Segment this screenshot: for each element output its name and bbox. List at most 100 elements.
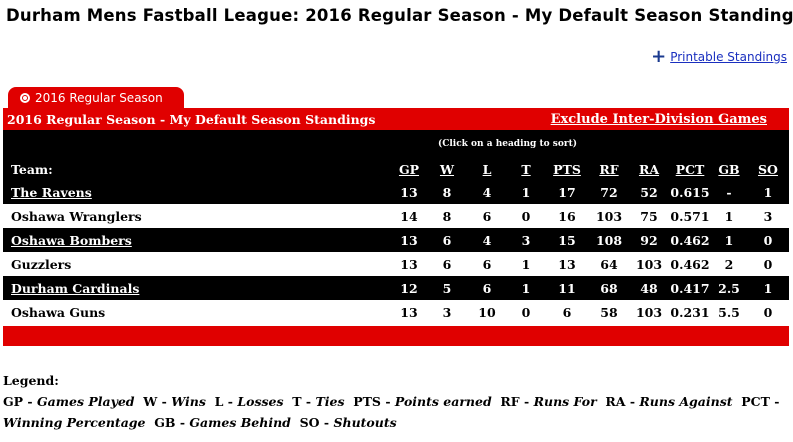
cell-l: 4 [482, 184, 492, 200]
cell-l: 6 [482, 208, 492, 224]
cell-rf: 64 [600, 256, 618, 272]
legend: Legend: GP - Games Played W - Wins L - L… [3, 370, 783, 433]
cell-t: 1 [521, 184, 531, 200]
cell-pct: 0.231 [670, 304, 710, 320]
cell-rf: 103 [595, 208, 623, 224]
cell-so: 1 [763, 280, 773, 296]
column-header-gb[interactable]: GB [718, 161, 740, 177]
standings-footer-bar [3, 326, 789, 346]
column-header-t[interactable]: T [521, 161, 531, 177]
column-header-pts[interactable]: PTS [553, 161, 581, 177]
cell-ra: 103 [635, 304, 663, 320]
table-row: Durham Cardinals 12 5 6 1 11 68 48 0.417… [3, 276, 789, 300]
cell-w: 8 [442, 208, 452, 224]
standings-panel: 2016 Regular Season - My Default Season … [3, 108, 789, 346]
cell-gb: 2 [724, 256, 734, 272]
column-header-l[interactable]: L [482, 161, 492, 177]
cell-rf: 72 [600, 184, 618, 200]
table-header-row: Team: GP W L T PTS RF RA PCT GB SO [3, 158, 789, 180]
cell-gb: 2.5 [718, 280, 740, 296]
cell-gb: 1 [724, 208, 734, 224]
cell-so: 1 [763, 184, 773, 200]
column-header-w[interactable]: W [439, 161, 455, 177]
cell-pts: 15 [558, 232, 576, 248]
cell-pct: 0.462 [670, 232, 710, 248]
ball-icon [20, 93, 30, 103]
page-title: Durham Mens Fastball League: 2016 Regula… [6, 6, 793, 25]
cell-pts: 16 [558, 208, 576, 224]
cell-l: 6 [482, 280, 492, 296]
cell-t: 0 [521, 208, 531, 224]
cell-rf: 58 [600, 304, 618, 320]
cell-t: 3 [521, 232, 531, 248]
cell-l: 6 [482, 256, 492, 272]
cell-gb: - [726, 184, 732, 200]
cell-l: 10 [478, 304, 496, 320]
cell-t: 1 [521, 256, 531, 272]
column-header-team: Team: [11, 161, 53, 177]
cell-w: 6 [442, 232, 452, 248]
cell-rf: 68 [600, 280, 618, 296]
cell-pct: 0.417 [670, 280, 710, 296]
cell-so: 0 [763, 232, 773, 248]
cell-w: 3 [442, 304, 452, 320]
tab-2016-regular-season[interactable]: 2016 Regular Season [8, 87, 184, 109]
column-header-gp[interactable]: GP [398, 161, 420, 177]
cell-l: 4 [482, 232, 492, 248]
cell-pct: 0.571 [670, 208, 710, 224]
column-header-pct[interactable]: PCT [675, 161, 705, 177]
plus-icon: + [651, 46, 667, 67]
cell-gp: 13 [400, 304, 418, 320]
cell-ra: 92 [640, 232, 658, 248]
team-name[interactable]: The Ravens [11, 184, 92, 200]
standings-title: 2016 Regular Season - My Default Season … [7, 111, 376, 127]
cell-ra: 103 [635, 256, 663, 272]
cell-gp: 13 [400, 232, 418, 248]
cell-gp: 13 [400, 256, 418, 272]
column-header-ra[interactable]: RA [638, 161, 660, 177]
cell-pts: 17 [558, 184, 576, 200]
cell-pts: 11 [558, 280, 576, 296]
cell-pts: 6 [562, 304, 572, 320]
column-header-so[interactable]: SO [758, 161, 778, 177]
table-row: Oshawa Wranglers 14 8 6 0 16 103 75 0.57… [3, 204, 789, 228]
cell-rf: 108 [595, 232, 623, 248]
printable-standings-link[interactable]: Printable Standings [670, 50, 787, 64]
table-row: Guzzlers 13 6 6 1 13 64 103 0.462 2 0 [3, 252, 789, 276]
cell-t: 1 [521, 280, 531, 296]
cell-gp: 13 [400, 184, 418, 200]
cell-so: 0 [763, 304, 773, 320]
team-name[interactable]: Durham Cardinals [11, 280, 140, 296]
cell-so: 0 [763, 256, 773, 272]
cell-pct: 0.615 [670, 184, 710, 200]
sort-hint: (Click on a heading to sort) [3, 130, 789, 158]
cell-so: 3 [763, 208, 773, 224]
table-row: Oshawa Guns 13 3 10 0 6 58 103 0.231 5.5… [3, 300, 789, 324]
team-name[interactable]: Oshawa Guns [11, 304, 106, 320]
team-name[interactable]: Oshawa Bombers [11, 232, 132, 248]
printable-standings[interactable]: + Printable Standings [651, 46, 787, 67]
cell-w: 6 [442, 256, 452, 272]
cell-t: 0 [521, 304, 531, 320]
cell-gp: 12 [400, 280, 418, 296]
exclude-inter-division-link[interactable]: Exclude Inter-Division Games [550, 111, 767, 127]
cell-pts: 13 [558, 256, 576, 272]
tab-label: 2016 Regular Season [35, 91, 163, 105]
team-name[interactable]: Guzzlers [11, 256, 72, 272]
cell-ra: 52 [640, 184, 658, 200]
table-row: Oshawa Bombers 13 6 4 3 15 108 92 0.462 … [3, 228, 789, 252]
cell-gp: 14 [400, 208, 418, 224]
table-row: The Ravens 13 8 4 1 17 72 52 0.615 - 1 [3, 180, 789, 204]
cell-pct: 0.462 [670, 256, 710, 272]
cell-ra: 75 [640, 208, 658, 224]
cell-gb: 1 [724, 232, 734, 248]
cell-w: 5 [442, 280, 452, 296]
cell-w: 8 [442, 184, 452, 200]
legend-items: GP - Games Played W - Wins L - Losses T … [3, 394, 780, 430]
standings-header: 2016 Regular Season - My Default Season … [3, 108, 789, 130]
cell-ra: 48 [640, 280, 658, 296]
column-header-rf[interactable]: RF [599, 161, 619, 177]
legend-title: Legend: [3, 373, 59, 388]
team-name[interactable]: Oshawa Wranglers [11, 208, 142, 224]
cell-gb: 5.5 [718, 304, 740, 320]
